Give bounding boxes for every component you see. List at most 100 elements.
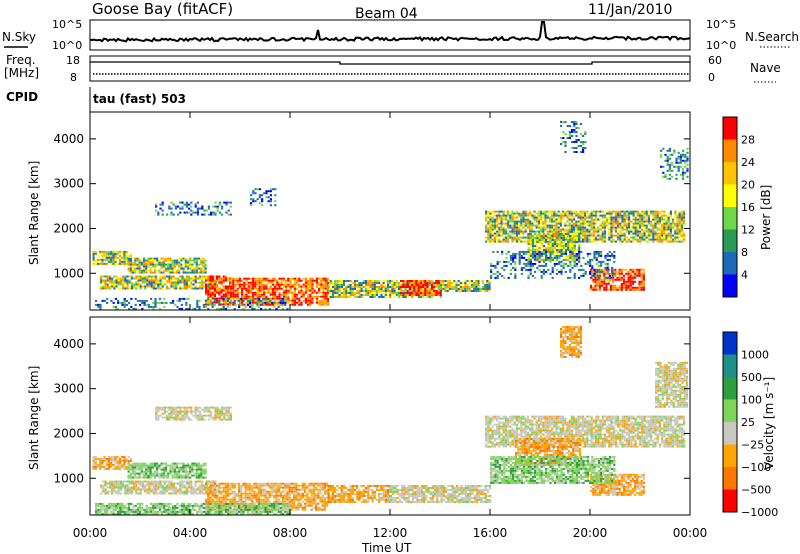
velocity-echo-cell — [103, 457, 106, 460]
power-echo-cell — [267, 281, 270, 284]
power-echo-cell — [211, 295, 214, 298]
power-echo-cell — [680, 230, 683, 233]
power-echo-cell — [256, 281, 259, 284]
power-echo-cell — [338, 288, 341, 290]
power-echo-cell — [220, 291, 223, 294]
power-echo-cell — [667, 224, 670, 227]
power-echo-cell — [291, 293, 294, 296]
power-echo-cell — [148, 281, 151, 284]
power-echo-cell — [444, 286, 447, 288]
power-echo-cell — [573, 121, 576, 123]
power-echo-cell — [167, 269, 170, 272]
power-echo-cell — [656, 240, 659, 243]
power-echo-cell — [525, 268, 528, 271]
power-echo-cell — [612, 226, 615, 229]
power-echo-cell — [586, 240, 589, 243]
power-echo-cell — [103, 299, 106, 302]
power-echo-cell — [322, 295, 325, 298]
power-echo-cell — [515, 238, 518, 241]
power-echo-cell — [243, 277, 246, 280]
power-echo-cell — [529, 259, 532, 261]
power-echo-cell — [106, 275, 109, 278]
power-echo-cell — [459, 284, 462, 286]
power-echo-cell — [138, 271, 141, 274]
power-echo-cell — [544, 222, 547, 225]
power-echo-cell — [285, 279, 288, 282]
power-echo-cell — [218, 277, 221, 280]
power-echo-cell — [509, 224, 512, 227]
velocity-echo-cell — [102, 480, 105, 483]
velocity-echo-cell — [173, 476, 176, 479]
power-echo-cell — [665, 234, 668, 237]
power-echo-cell — [164, 269, 168, 272]
power-echo-cell — [266, 301, 269, 304]
velocity-echo-cell — [189, 470, 192, 473]
power-echo-cell — [156, 269, 159, 272]
power-echo-cell — [571, 141, 574, 143]
power-echo-cell — [131, 265, 135, 268]
power-echo-cell — [560, 137, 563, 139]
power-echo-cell — [408, 292, 411, 294]
power-echo-cell — [257, 303, 260, 306]
velocity-echo-cell — [153, 464, 157, 467]
power-echo-cell — [665, 236, 668, 239]
power-echo-cell — [573, 276, 576, 279]
power-echo-cell — [139, 275, 142, 278]
power-echo-cell — [557, 216, 560, 219]
power-echo-cell — [265, 190, 268, 193]
power-echo-cell — [595, 222, 598, 225]
velocity-echo-cell — [156, 474, 159, 477]
power-echo-cell — [126, 285, 129, 288]
power-echo-cell — [672, 222, 675, 225]
velocity-echo-cell — [140, 464, 143, 467]
power-echo-cell — [136, 269, 139, 272]
power-echo-cell — [428, 284, 431, 286]
power-echo-cell — [318, 295, 321, 298]
velocity-echo-cell — [163, 488, 166, 491]
power-echo-cell — [265, 297, 268, 300]
power-echo-cell — [252, 198, 255, 201]
power-echo-cell — [153, 259, 157, 262]
power-echo-cell — [182, 271, 185, 274]
power-echo-cell — [108, 281, 111, 284]
power-echo-cell — [417, 286, 420, 288]
power-echo-cell — [588, 232, 591, 235]
power-echo-cell — [171, 263, 174, 266]
power-echo-cell — [307, 279, 310, 282]
power-echo-cell — [367, 280, 370, 282]
power-echo-cell — [555, 222, 558, 225]
power-echo-cell — [375, 286, 379, 288]
power-echo-cell — [146, 277, 149, 280]
power-echo-cell — [252, 293, 255, 296]
power-echo-cell — [466, 286, 469, 288]
power-echo-cell — [567, 233, 570, 235]
power-echo-cell — [282, 307, 285, 310]
power-echo-cell — [209, 301, 212, 304]
power-echo-cell — [627, 284, 630, 287]
power-echo-cell — [117, 299, 120, 302]
power-echo-cell — [639, 230, 642, 233]
power-echo-cell — [579, 214, 582, 217]
power-echo-cell — [105, 252, 108, 255]
velocity-echo-cell — [161, 484, 164, 487]
power-echo-cell — [105, 254, 108, 257]
power-echo-cell — [573, 228, 576, 231]
power-echo-cell — [608, 212, 611, 215]
velocity-echo-cell — [164, 470, 168, 473]
power-echo-cell — [222, 301, 225, 304]
velocity-echo-cell — [128, 480, 131, 483]
power-echo-cell — [671, 163, 674, 166]
power-echo-cell — [141, 301, 144, 304]
power-echo-cell — [485, 240, 488, 243]
power-echo-cell — [631, 276, 634, 279]
power-echo-cell — [573, 218, 576, 221]
power-echo-cell — [144, 281, 147, 284]
power-echo-cell — [134, 259, 137, 262]
power-echo-cell — [577, 145, 580, 147]
power-echo-cell — [531, 264, 534, 267]
cpid-label: CPID — [6, 90, 38, 104]
velocity-echo-cell — [182, 474, 185, 477]
power-echo-cell — [623, 274, 626, 277]
power-echo-cell — [218, 201, 221, 204]
power-echo-cell — [632, 228, 635, 231]
